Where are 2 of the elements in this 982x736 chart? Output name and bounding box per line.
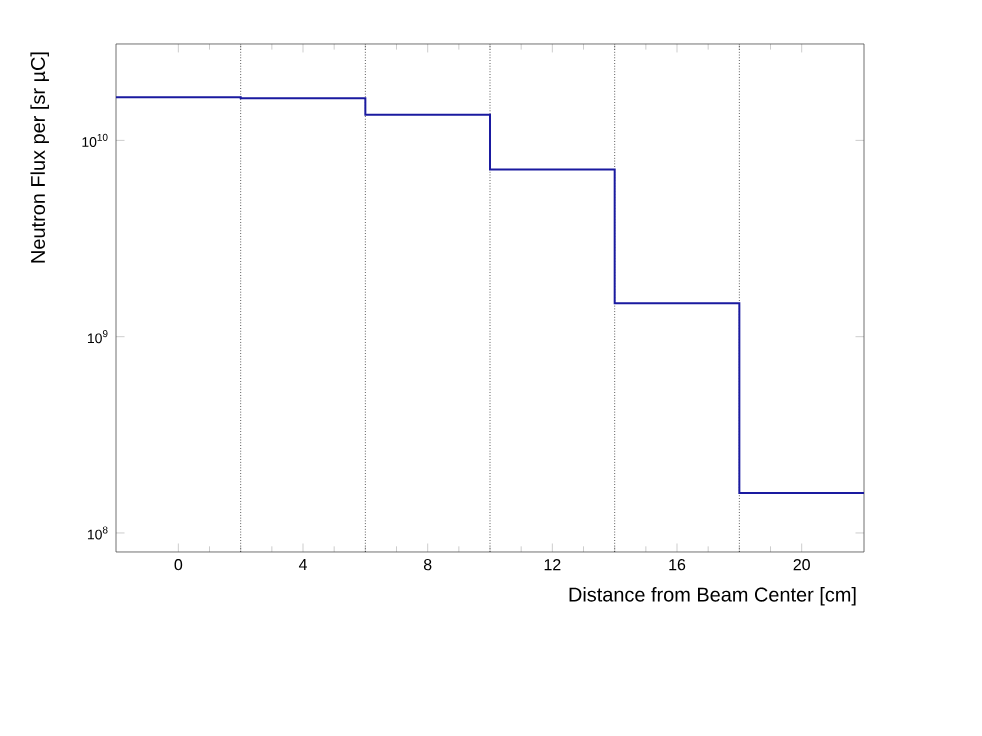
x-axis-title: Distance from Beam Center [cm] — [569, 587, 856, 606]
y-axis-title: Neutron Flux per [sr µC] — [30, 52, 49, 263]
